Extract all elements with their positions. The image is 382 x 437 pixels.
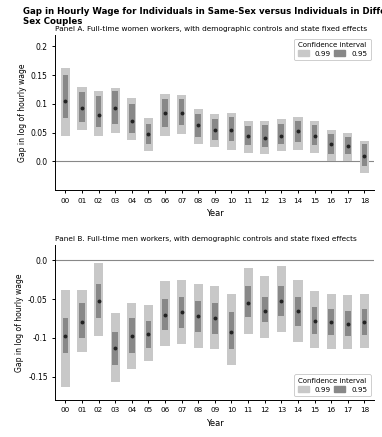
Bar <box>360 294 369 348</box>
Bar <box>96 97 101 127</box>
Bar <box>293 280 303 342</box>
Bar <box>160 94 170 135</box>
Bar <box>212 303 218 334</box>
Bar <box>194 284 203 348</box>
Bar <box>227 294 236 365</box>
Bar <box>295 121 301 142</box>
Bar <box>361 309 367 336</box>
Bar <box>179 298 185 329</box>
Bar <box>196 114 201 137</box>
Text: Panel B. Full-time men workers, with demographic controls and state fixed effect: Panel B. Full-time men workers, with dem… <box>55 236 357 242</box>
Bar <box>210 286 219 350</box>
Bar <box>177 280 186 344</box>
Y-axis label: Gap in log of hourly wage: Gap in log of hourly wage <box>18 63 27 162</box>
Bar <box>260 121 269 154</box>
Bar <box>112 332 118 365</box>
Bar <box>146 124 151 144</box>
Bar <box>63 75 68 118</box>
Bar <box>310 121 319 153</box>
Bar <box>310 291 319 348</box>
Bar <box>245 286 251 317</box>
Bar <box>129 319 134 353</box>
Bar <box>144 305 153 361</box>
X-axis label: Year: Year <box>206 419 224 428</box>
Bar <box>277 267 286 332</box>
Bar <box>63 319 68 353</box>
Bar <box>112 91 118 124</box>
Bar <box>245 126 251 145</box>
Bar <box>244 268 253 334</box>
Bar <box>94 91 103 135</box>
Bar <box>127 303 136 369</box>
Bar <box>79 303 85 338</box>
Bar <box>293 117 303 150</box>
Bar <box>260 276 269 338</box>
Bar <box>61 290 70 387</box>
Bar <box>94 263 103 336</box>
Y-axis label: Gap in log of hourly wage: Gap in log of hourly wage <box>15 273 24 371</box>
Bar <box>79 92 85 122</box>
Bar <box>96 284 101 319</box>
Bar <box>278 286 284 316</box>
Bar <box>262 298 267 323</box>
Bar <box>361 144 367 166</box>
Text: Gap in Hourly Wage for Individuals in Same-Sex versus Individuals in Different-
: Gap in Hourly Wage for Individuals in Sa… <box>23 7 382 26</box>
Text: Panel A. Full-time women workers, with demographic controls and state fixed effe: Panel A. Full-time women workers, with d… <box>55 26 367 32</box>
Bar <box>329 309 334 336</box>
Bar <box>329 134 334 154</box>
Legend: 0.99, 0.95: 0.99, 0.95 <box>295 38 371 60</box>
Bar <box>244 121 253 153</box>
Bar <box>312 125 317 145</box>
Bar <box>162 299 168 330</box>
Legend: 0.99, 0.95: 0.99, 0.95 <box>295 375 371 396</box>
Bar <box>111 88 120 133</box>
Bar <box>111 313 120 382</box>
Bar <box>343 295 352 350</box>
Bar <box>61 68 70 135</box>
Bar <box>146 321 151 348</box>
Bar <box>196 302 201 332</box>
Bar <box>345 137 351 154</box>
Bar <box>212 119 218 139</box>
Bar <box>295 298 301 326</box>
Bar <box>343 133 352 161</box>
X-axis label: Year: Year <box>206 209 224 218</box>
Bar <box>227 113 236 150</box>
Bar <box>229 312 234 350</box>
Bar <box>177 95 186 134</box>
Bar <box>278 124 284 144</box>
Bar <box>162 99 168 127</box>
Bar <box>129 104 134 133</box>
Bar <box>312 307 317 334</box>
Bar <box>262 125 267 147</box>
Bar <box>78 87 87 130</box>
Bar <box>360 141 369 173</box>
Bar <box>327 130 336 161</box>
Bar <box>78 290 87 352</box>
Bar <box>144 118 153 151</box>
Bar <box>179 99 185 125</box>
Bar <box>327 294 336 350</box>
Bar <box>277 119 286 151</box>
Bar <box>127 98 136 139</box>
Bar <box>160 281 170 346</box>
Bar <box>194 108 203 144</box>
Bar <box>210 114 219 147</box>
Bar <box>229 117 234 141</box>
Bar <box>345 311 351 336</box>
